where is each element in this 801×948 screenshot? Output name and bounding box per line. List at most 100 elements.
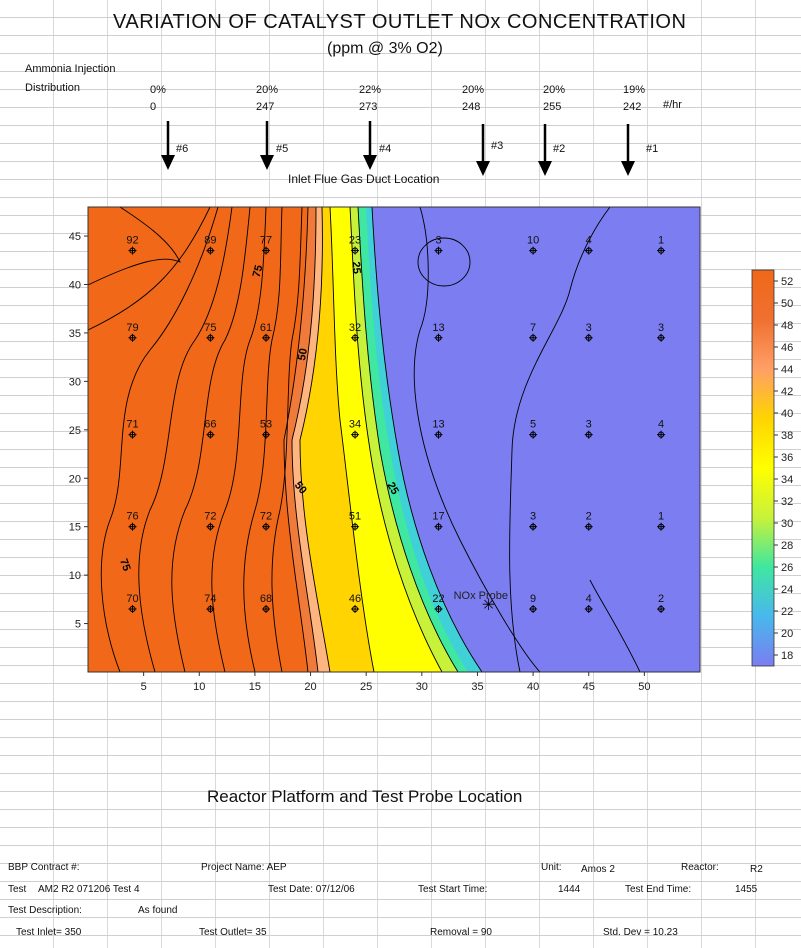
contour-line [371,207,483,672]
data-point-label: 3 [586,419,592,431]
injection-percent: 22% [359,84,382,96]
data-point-label: 89 [204,235,216,247]
data-point-label: 32 [349,322,361,334]
x-tick-label: 10 [193,681,205,693]
y-tick-label: 30 [69,376,81,388]
x-tick-label: 45 [583,681,595,693]
contour-label: 75 [251,264,266,279]
x-tick-label: 35 [471,681,483,693]
injection-rate: 0 [150,101,157,113]
injection-percent: 20% [256,84,279,96]
colorbar-tick-label: 26 [781,562,793,574]
contour-line [88,207,181,286]
test-date: Test Date: 07/12/06 [268,884,355,895]
data-point-label: 4 [586,593,592,605]
injection-percent: 20% [543,84,566,96]
contour-label: 25 [349,261,362,274]
end-time-label: Test End Time: [625,884,692,895]
data-point-label: 2 [586,511,592,523]
data-point-label: 3 [530,511,536,523]
contour-line [171,207,251,672]
data-point-label: 77 [260,235,272,247]
project-label: Project Name: AEP [201,862,287,873]
contour-line [349,207,443,672]
y-tick-label: 40 [69,280,81,292]
y-tick-label: 15 [69,522,81,534]
data-point-label: 3 [586,322,592,334]
contour-line [211,207,267,672]
data-point-label: 61 [260,322,272,334]
data-point-label: 7 [530,322,536,334]
data-point-label: 70 [126,593,138,605]
colorbar-tick-label: 44 [781,364,793,376]
injection-rate: 247 [256,101,275,113]
data-point-label: 68 [260,593,272,605]
contour-line [291,207,319,672]
x-tick-label: 30 [416,681,428,693]
contour-line [138,207,233,672]
data-point-label: 9 [530,593,536,605]
probe-star-icon: ✳ [482,595,495,614]
colorbar-tick-label: 46 [781,342,793,354]
contour-line [417,237,471,287]
data-point-label: 13 [432,419,444,431]
injection-rate: 248 [462,101,481,113]
test-inlet: Test Inlet= 350 [16,927,82,938]
y-tick-label: 45 [69,231,81,243]
description-label: Test Description: [8,905,82,916]
injection-rate: 273 [359,101,378,113]
injection-unit: #/hr [663,99,682,111]
unit-value: Amos 2 [581,864,615,875]
data-point-label: 22 [432,593,444,605]
reactor-value: R2 [750,864,763,875]
plot-frame [87,206,701,673]
injection-percent: 20% [462,84,485,96]
description-value: As found [138,905,178,916]
injection-rate: 242 [623,101,642,113]
std-dev: Std. Dev = 10.23 [603,927,678,938]
data-point-label: 72 [204,511,216,523]
contour-line [283,207,309,672]
colorbar-tick-label: 36 [781,452,793,464]
plot-area [88,207,700,672]
injection-percent: 0% [150,84,166,96]
start-time-value: 1444 [558,884,581,895]
data-point-label: 74 [204,593,216,605]
data-point-label: 2 [658,593,664,605]
contour-line [509,207,611,672]
colorbar-tick-label: 40 [781,408,793,420]
colorbar-tick-label: 52 [781,276,793,288]
contour-line [589,579,641,672]
nozzle-label: #2 [553,143,566,155]
y-tick-label: 20 [69,473,81,485]
colorbar-tick-label: 22 [781,606,793,618]
colorbar-tick-label: 38 [781,430,793,442]
injection-rate: 255 [543,101,562,113]
end-time-value: 1455 [735,884,758,895]
contour-line [271,207,303,672]
colorbar-tick-label: 20 [781,628,793,640]
contract-label: BBP Contract #: [8,862,80,873]
colorbar-scale [751,269,775,667]
contour-label: 75 [117,557,132,573]
data-point-label: 3 [658,322,664,334]
data-point-label: 72 [260,511,272,523]
probe-label: NOx Probe [454,590,508,602]
y-tick-label: 5 [75,619,81,631]
duct-location-label: Inlet Flue Gas Duct Location [288,172,440,186]
data-point-label: 76 [126,511,138,523]
chart-subtitle: (ppm @ 3% O2) [327,40,443,57]
nozzle-label: #6 [176,143,189,155]
nozzle-label: #5 [276,143,289,155]
y-tick-label: 10 [69,570,81,582]
x-tick-label: 50 [638,681,650,693]
data-point-label: 13 [432,322,444,334]
data-point-label: 23 [349,235,361,247]
colorbar-tick-label: 32 [781,496,793,508]
data-point-label: 71 [126,419,138,431]
contour-line [299,207,331,672]
x-tick-label: 25 [360,681,372,693]
nozzle-label: #3 [491,140,504,152]
data-point-label: 66 [204,419,216,431]
data-point-label: 53 [260,419,272,431]
